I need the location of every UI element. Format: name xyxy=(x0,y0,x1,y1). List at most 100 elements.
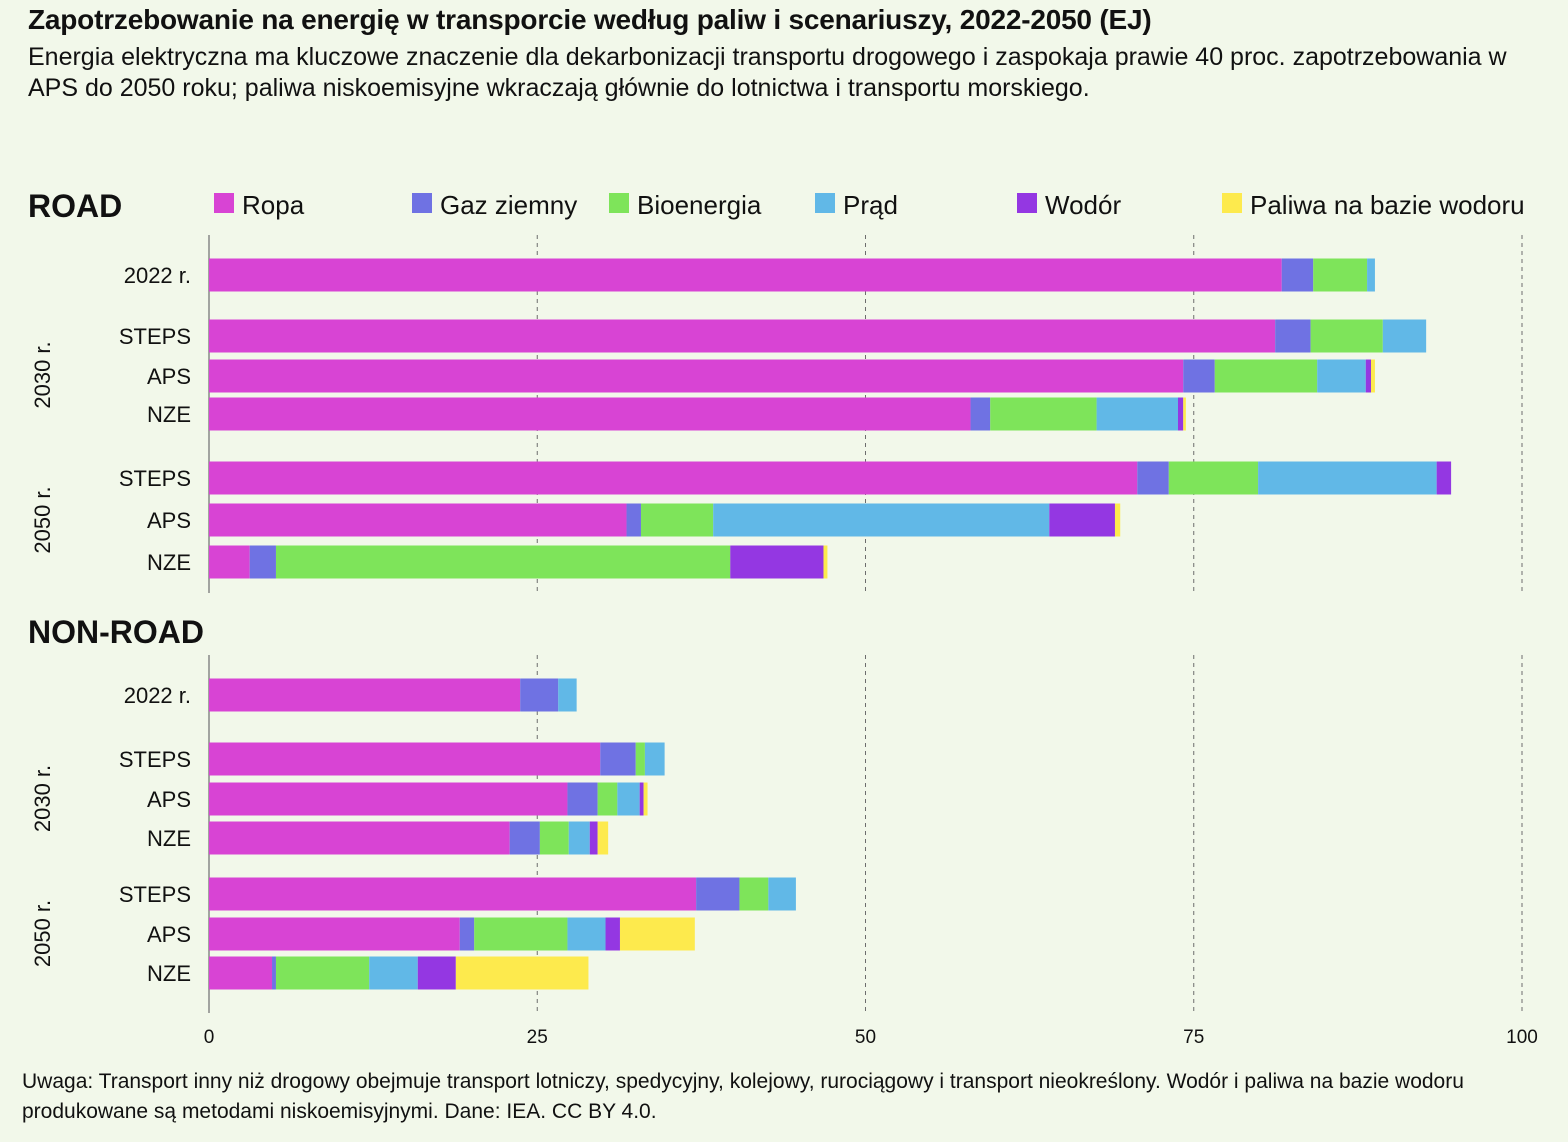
bar-segment xyxy=(209,545,250,579)
legend-label: Ropa xyxy=(242,190,305,220)
bar-segment xyxy=(589,821,598,855)
legend-swatch xyxy=(412,193,432,213)
bar-segment xyxy=(209,359,1184,393)
legend-label: Gaz ziemny xyxy=(440,190,577,220)
legend-label: Bioenergia xyxy=(637,190,762,220)
bar-segment xyxy=(617,782,640,816)
bar-segment xyxy=(474,917,568,951)
bar-segment xyxy=(1258,461,1437,495)
bar-segment xyxy=(600,742,636,776)
bar-segment xyxy=(275,545,731,579)
chart-title: Zapotrzebowanie na energię w transporcie… xyxy=(28,4,1152,35)
bar-segment xyxy=(272,956,276,990)
bar-segment xyxy=(369,956,418,990)
x-tick-label: 75 xyxy=(1183,1027,1204,1048)
legend-label: Wodór xyxy=(1045,190,1121,220)
bar-segment xyxy=(275,956,370,990)
chart-subtitle: Energia elektryczna ma kluczowe znaczeni… xyxy=(28,43,1507,102)
bar-segment xyxy=(696,877,740,911)
bar-segment xyxy=(209,319,1276,353)
bar-category-label: APS xyxy=(147,787,191,812)
bar-segment xyxy=(640,503,714,537)
bar-segment xyxy=(1183,359,1215,393)
legend-swatch xyxy=(1017,193,1037,213)
bar-segment xyxy=(1313,258,1368,292)
bar-segment xyxy=(455,956,589,990)
bar-segment xyxy=(1281,258,1314,292)
bar-segment xyxy=(1096,397,1178,431)
bar-segment xyxy=(1183,397,1186,431)
bar-category-label: NZE xyxy=(147,402,191,427)
bar-category-label: NZE xyxy=(147,550,191,575)
bar-segment xyxy=(509,821,540,855)
bar-segment xyxy=(209,503,627,537)
bar-segment xyxy=(768,877,796,911)
group-label: 2030 r. xyxy=(30,765,55,832)
panel-title: NON-ROAD xyxy=(28,614,204,650)
x-tick-label: 25 xyxy=(527,1027,548,1048)
bar-segment xyxy=(1367,258,1375,292)
bar-category-label: APS xyxy=(147,508,191,533)
bar-segment xyxy=(209,782,568,816)
x-tick-label: 50 xyxy=(855,1027,876,1048)
bar-segment xyxy=(1114,503,1121,537)
bar-segment xyxy=(459,917,475,951)
bar-segment xyxy=(1371,359,1375,393)
bar-segment xyxy=(823,545,828,579)
legend-swatch xyxy=(815,193,835,213)
legend-label: Paliwa na bazie wodoru xyxy=(1250,190,1525,220)
chart-footnote: Uwaga: Transport inny niż drogowy obejmu… xyxy=(22,1070,1464,1123)
bar-segment xyxy=(1365,359,1372,393)
bar-segment xyxy=(539,821,569,855)
bar-segment xyxy=(730,545,824,579)
bar-segment xyxy=(568,821,590,855)
bar-segment xyxy=(619,917,695,951)
bar-segment xyxy=(567,917,606,951)
x-tick-label: 0 xyxy=(204,1027,215,1048)
bar-segment xyxy=(644,742,665,776)
legend-label: Prąd xyxy=(843,190,898,220)
bar-segment xyxy=(1275,319,1311,353)
bar-segment xyxy=(1049,503,1115,537)
bar-segment xyxy=(520,678,559,712)
bar-segment xyxy=(643,782,648,816)
bar-segment xyxy=(249,545,276,579)
bar-segment xyxy=(605,917,620,951)
bar-segment xyxy=(1214,359,1318,393)
bar-category-label: APS xyxy=(147,364,191,389)
bar-segment xyxy=(1382,319,1427,353)
bar-category-label: 2022 r. xyxy=(124,263,191,288)
bar-segment xyxy=(1310,319,1383,353)
bar-segment xyxy=(597,782,618,816)
bar-segment xyxy=(209,821,510,855)
bar-segment xyxy=(567,782,598,816)
bar-segment xyxy=(1168,461,1259,495)
x-tick-label: 100 xyxy=(1506,1027,1538,1048)
legend-swatch xyxy=(1222,193,1242,213)
bar-segment xyxy=(209,956,273,990)
bar-segment xyxy=(1137,461,1169,495)
bar-category-label: STEPS xyxy=(119,324,191,349)
bar-category-label: STEPS xyxy=(119,747,191,772)
bar-category-label: STEPS xyxy=(119,466,191,491)
bar-segment xyxy=(209,461,1138,495)
bar-segment xyxy=(1436,461,1452,495)
bar-segment xyxy=(1177,397,1184,431)
bar-segment xyxy=(1317,359,1366,393)
bar-segment xyxy=(970,397,991,431)
bar-segment xyxy=(209,742,601,776)
group-label: 2050 r. xyxy=(30,900,55,967)
group-label: 2050 r. xyxy=(30,486,55,553)
bar-category-label: NZE xyxy=(147,826,191,851)
bar-segment xyxy=(990,397,1097,431)
bar-segment xyxy=(417,956,456,990)
bar-segment xyxy=(597,821,609,855)
bar-category-label: NZE xyxy=(147,961,191,986)
bar-segment xyxy=(739,877,769,911)
group-label: 2030 r. xyxy=(30,341,55,408)
bar-category-label: STEPS xyxy=(119,882,191,907)
bar-segment xyxy=(635,742,645,776)
legend-swatch xyxy=(609,193,629,213)
bar-segment xyxy=(558,678,577,712)
